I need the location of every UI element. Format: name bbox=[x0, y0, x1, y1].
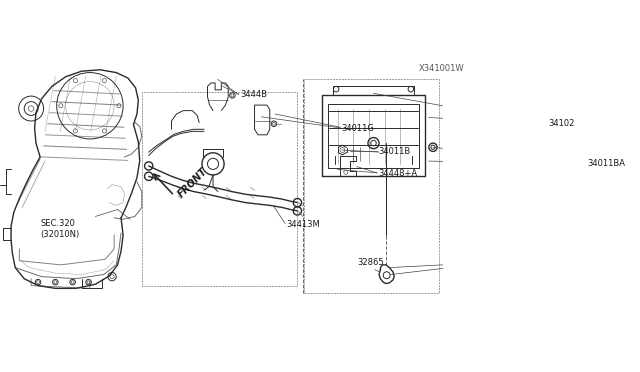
Text: 34011G: 34011G bbox=[342, 124, 374, 133]
Bar bbox=[328, 104, 419, 168]
Text: 34102: 34102 bbox=[548, 119, 574, 128]
Text: X341001W: X341001W bbox=[419, 64, 464, 73]
Text: 34011BA: 34011BA bbox=[588, 159, 625, 169]
Text: 34413M: 34413M bbox=[286, 220, 320, 229]
Text: 34448+A: 34448+A bbox=[378, 169, 417, 178]
Text: FRONT: FRONT bbox=[177, 167, 210, 200]
Text: SEC.320
(32010N): SEC.320 (32010N) bbox=[40, 219, 79, 238]
Text: 3444B: 3444B bbox=[240, 90, 267, 99]
Text: 32865: 32865 bbox=[357, 257, 383, 267]
Bar bbox=[305, 80, 439, 292]
Text: 34011B: 34011B bbox=[378, 147, 411, 156]
Bar bbox=[142, 92, 298, 286]
